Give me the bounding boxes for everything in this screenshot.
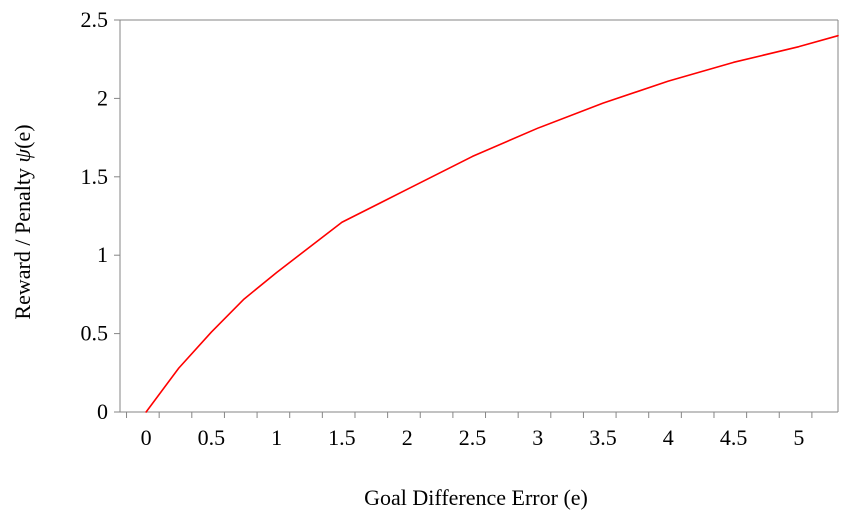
y-axis-title-symbol: ψ xyxy=(10,149,35,163)
x-tick-label: 5 xyxy=(793,425,804,450)
y-tick-label: 2.5 xyxy=(81,7,109,32)
x-tick-label: 4 xyxy=(663,425,674,450)
x-axis-title: Goal Difference Error (e) xyxy=(364,485,588,510)
x-tick-label: 3.5 xyxy=(589,425,617,450)
x-tick-label: 1 xyxy=(271,425,282,450)
y-axis-title-prefix: Reward / Penalty xyxy=(10,163,35,320)
y-tick-label: 1 xyxy=(97,242,108,267)
x-tick-label: 0.5 xyxy=(198,425,226,450)
y-tick-label: 0.5 xyxy=(81,321,109,346)
series-line-0 xyxy=(145,34,839,413)
y-tick-label: 0 xyxy=(97,399,108,424)
x-tick-label: 0 xyxy=(141,425,152,450)
y-axis-title-suffix: (e) xyxy=(10,124,35,148)
x-tick-label: 2 xyxy=(402,425,413,450)
x-tick-label: 4.5 xyxy=(720,425,748,450)
x-tick-label: 1.5 xyxy=(328,425,356,450)
x-tick-label: 2.5 xyxy=(459,425,487,450)
x-tick-label: 3 xyxy=(532,425,543,450)
axes-layer xyxy=(119,19,839,413)
ticks-layer: 0 0.5 1 1.5 2 2.5 0 0.5 1 1.5 2 2.5 3 3.5 4 4.5 5 xyxy=(81,7,813,450)
y-axis-title: Reward / Penalty ψ(e) xyxy=(10,124,35,319)
y-tick-label: 1.5 xyxy=(81,164,109,189)
series-layer xyxy=(145,34,839,413)
y-tick-label: 2 xyxy=(97,85,108,110)
